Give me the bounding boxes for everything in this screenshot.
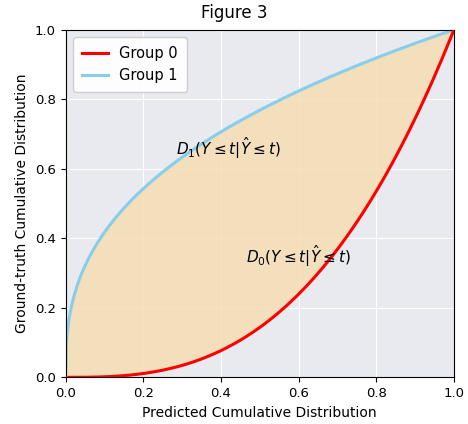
X-axis label: Predicted Cumulative Distribution: Predicted Cumulative Distribution <box>142 406 377 420</box>
Group 0 <box>247 332 253 337</box>
Group 0 <box>381 176 387 181</box>
Text: $D_1(Y \leq t|\hat{Y} \leq t)$: $D_1(Y \leq t|\hat{Y} \leq t)$ <box>176 135 281 161</box>
Group 1 <box>442 31 447 36</box>
Text: $D_0(Y \leq t|\hat{Y} \leq t)$: $D_0(Y \leq t|\hat{Y} \leq t)$ <box>246 243 351 269</box>
Group 1 <box>249 112 255 117</box>
Group 1 <box>247 113 253 118</box>
Group 0 <box>63 375 68 380</box>
Line: Group 0: Group 0 <box>66 30 454 377</box>
Group 0 <box>249 330 255 335</box>
Group 0 <box>442 50 447 55</box>
Group 1 <box>381 53 387 58</box>
Group 1 <box>294 89 300 95</box>
Group 1 <box>63 375 68 380</box>
Group 1 <box>451 27 457 32</box>
Text: Figure 3: Figure 3 <box>201 4 267 22</box>
Group 0 <box>294 293 300 298</box>
Group 0 <box>273 312 278 318</box>
Legend: Group 0, Group 1: Group 0, Group 1 <box>73 37 187 92</box>
Group 0 <box>451 27 457 32</box>
Line: Group 1: Group 1 <box>66 30 454 377</box>
Y-axis label: Ground-truth Cumulative Distribution: Ground-truth Cumulative Distribution <box>15 74 29 333</box>
Group 1 <box>273 100 278 105</box>
